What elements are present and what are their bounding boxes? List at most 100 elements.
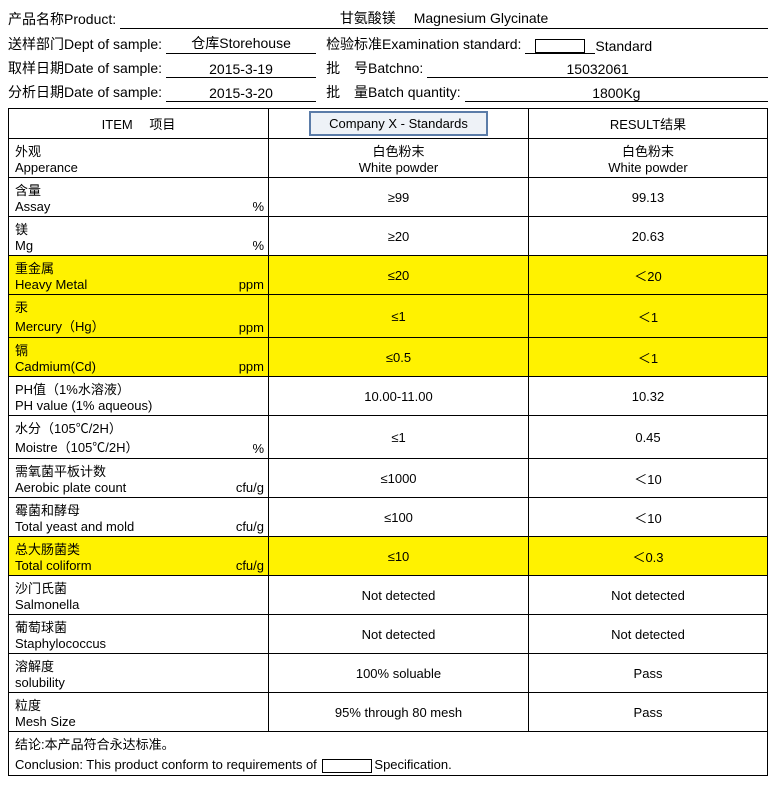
item-cn: 总大肠菌类 [15, 539, 262, 558]
item-cn: PH值（1%水溶液） [15, 379, 262, 398]
result-cell: Pass [529, 654, 768, 693]
item-cn: 需氧菌平板计数 [15, 461, 262, 480]
item-cell: 葡萄球菌Staphylococcus [9, 615, 269, 654]
standards-button[interactable]: Company X - Standards [309, 111, 488, 136]
result-cell: ＜10 [529, 459, 768, 498]
item-en: Apperance [15, 160, 78, 175]
batchno-value: 15032061 [427, 61, 768, 78]
item-en: PH value (1% aqueous) [15, 398, 152, 413]
table-row: 沙门氏菌SalmonellaNot detectedNot detected [9, 576, 768, 615]
col-header-result: RESULT结果 [529, 109, 768, 139]
standard-cell: ≥99 [269, 178, 529, 217]
item-en: Mesh Size [15, 714, 76, 729]
table-row: 总大肠菌类Total coliformcfu/g≤10＜0.3 [9, 537, 768, 576]
result-cell: 99.13 [529, 178, 768, 217]
item-cell: 含量Assay% [9, 178, 269, 217]
item-cell: 沙门氏菌Salmonella [9, 576, 269, 615]
result-cell: ＜10 [529, 498, 768, 537]
dept-label: 送样部门Dept of sample: [8, 34, 166, 54]
conclusion-en-prefix: Conclusion: This product conform to requ… [15, 757, 320, 772]
item-cell: 总大肠菌类Total coliformcfu/g [9, 537, 269, 576]
item-cell: 水分（105℃/2H）Moistre（105℃/2H）% [9, 416, 269, 459]
header-row-analysis-date: 分析日期Date of sample: 2015-3-20 批 量Batch q… [8, 82, 768, 102]
item-cell: PH值（1%水溶液）PH value (1% aqueous) [9, 377, 269, 416]
table-row: 镁Mg%≥2020.63 [9, 217, 768, 256]
item-cn: 汞 [15, 297, 262, 316]
item-unit: ppm [239, 277, 264, 292]
result-cell: 白色粉末 White powder [529, 139, 768, 178]
sample-date-label: 取样日期Date of sample: [8, 58, 166, 78]
conclusion-en-suffix: Specification. [374, 757, 451, 772]
result-cell: ＜1 [529, 295, 768, 338]
standard-cell: ≤1 [269, 295, 529, 338]
standard-cell: ≤1 [269, 416, 529, 459]
batchno-label: 批 号Batchno: [316, 58, 427, 78]
blank-box-icon [535, 39, 585, 53]
result-cell: ＜1 [529, 338, 768, 377]
standard-cell: 10.00-11.00 [269, 377, 529, 416]
table-row: 含量Assay%≥9999.13 [9, 178, 768, 217]
analysis-date-label: 分析日期Date of sample: [8, 82, 166, 102]
item-unit: cfu/g [236, 519, 264, 534]
item-cn: 霉菌和酵母 [15, 500, 262, 519]
item-en: Mercury（Hg） [15, 316, 105, 335]
table-row: 镉Cadmium(Cd)ppm≤0.5＜1 [9, 338, 768, 377]
standard-cell: ≤20 [269, 256, 529, 295]
blank-box-icon [322, 759, 372, 773]
table-row: 需氧菌平板计数Aerobic plate countcfu/g≤1000＜10 [9, 459, 768, 498]
standard-cell: ≤0.5 [269, 338, 529, 377]
item-cn: 镁 [15, 219, 262, 238]
exam-std-blank [525, 37, 595, 54]
item-en: Mg [15, 238, 33, 253]
item-unit: % [252, 238, 264, 253]
item-cn: 沙门氏菌 [15, 578, 262, 597]
standard-cell: Not detected [269, 615, 529, 654]
item-en: Aerobic plate count [15, 480, 126, 495]
item-cn: 葡萄球菌 [15, 617, 262, 636]
standard-cell: ≤100 [269, 498, 529, 537]
item-cn: 粒度 [15, 695, 262, 714]
table-row: 外观Apperance白色粉末 White powder白色粉末 White p… [9, 139, 768, 178]
batchqty-value: 1800Kg [465, 85, 768, 102]
standard-cell: ≤1000 [269, 459, 529, 498]
conclusion-row-en: Conclusion: This product conform to requ… [9, 755, 768, 775]
item-en: Staphylococcus [15, 636, 106, 651]
sample-date-value: 2015-3-19 [166, 61, 316, 78]
exam-std-label: 检验标准Examination standard: [316, 34, 525, 54]
standard-cell: Not detected [269, 576, 529, 615]
table-row: 葡萄球菌StaphylococcusNot detectedNot detect… [9, 615, 768, 654]
item-cell: 镉Cadmium(Cd)ppm [9, 338, 269, 377]
item-cn: 水分（105℃/2H） [15, 418, 262, 437]
table-row: 重金属Heavy Metalppm≤20＜20 [9, 256, 768, 295]
item-cell: 溶解度solubility [9, 654, 269, 693]
item-cn: 重金属 [15, 258, 262, 277]
item-unit: % [252, 441, 264, 456]
table-row: 水分（105℃/2H）Moistre（105℃/2H）%≤10.45 [9, 416, 768, 459]
item-unit: ppm [239, 359, 264, 374]
product-value: 甘氨酸镁 Magnesium Glycinate [120, 8, 768, 29]
spec-table: ITEM 项目 Company X - Standards RESULT结果 外… [8, 108, 768, 776]
item-cell: 需氧菌平板计数Aerobic plate countcfu/g [9, 459, 269, 498]
analysis-date-value: 2015-3-20 [166, 85, 316, 102]
result-cell: Not detected [529, 615, 768, 654]
table-row: 汞Mercury（Hg） ppm ≤1＜1 [9, 295, 768, 338]
standard-cell: 白色粉末 White powder [269, 139, 529, 178]
item-cn: 溶解度 [15, 656, 262, 675]
dept-value: 仓库Storehouse [166, 33, 316, 54]
item-en: solubility [15, 675, 65, 690]
standard-cell: 95% through 80 mesh [269, 693, 529, 732]
item-unit: % [252, 199, 264, 214]
conclusion-en: Conclusion: This product conform to requ… [9, 755, 768, 775]
header-row-sample-date: 取样日期Date of sample: 2015-3-19 批 号Batchno… [8, 58, 768, 78]
result-cell: ＜20 [529, 256, 768, 295]
item-en: Total coliform [15, 558, 92, 573]
col-header-item: ITEM 项目 [9, 109, 269, 139]
header-row-product: 产品名称Product: 甘氨酸镁 Magnesium Glycinate [8, 8, 768, 29]
item-cn: 镉 [15, 340, 262, 359]
table-row: PH值（1%水溶液）PH value (1% aqueous)10.00-11.… [9, 377, 768, 416]
item-unit: ppm [239, 320, 264, 335]
item-cell: 镁Mg% [9, 217, 269, 256]
exam-std-suffix: Standard [595, 38, 656, 54]
result-cell: 10.32 [529, 377, 768, 416]
item-cell: 霉菌和酵母Total yeast and moldcfu/g [9, 498, 269, 537]
